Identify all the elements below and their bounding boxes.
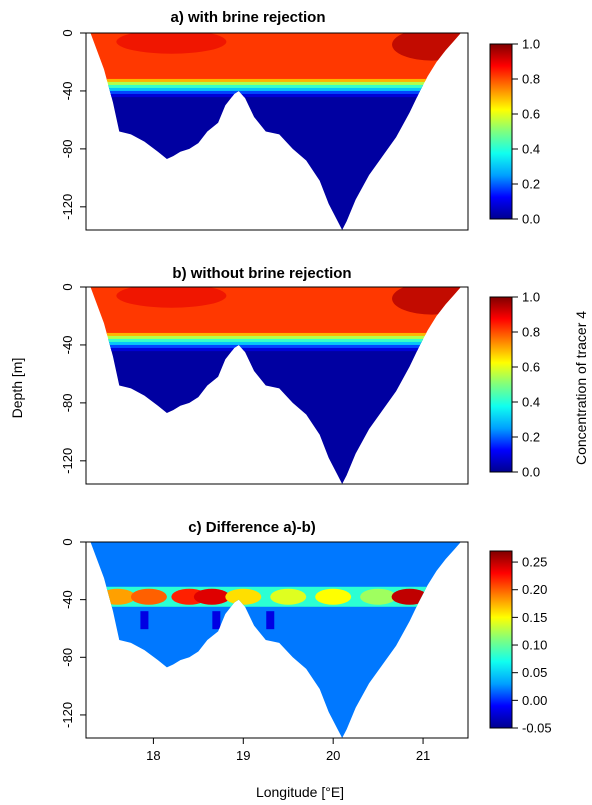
x-tick-label: 21 bbox=[416, 748, 430, 763]
panel-a: a) with brine rejection 0-40-80-120 0.00… bbox=[60, 9, 540, 231]
colorbar-tick-label: 0.4 bbox=[522, 142, 540, 157]
y-tick-label: -40 bbox=[60, 590, 75, 609]
transition-band bbox=[90, 81, 461, 86]
y-tick-label: -80 bbox=[60, 139, 75, 158]
negative-streak bbox=[212, 611, 221, 630]
transition-band bbox=[90, 78, 461, 83]
colorbar-tick-label: -0.05 bbox=[522, 721, 552, 736]
panel-b-y-axis: 0 -40 -80 -120 bbox=[60, 283, 86, 474]
y-tick-label: 0 bbox=[60, 538, 75, 545]
transition-band bbox=[90, 90, 461, 95]
y-tick-label: 0 bbox=[60, 283, 75, 290]
y-tick-label: -80 bbox=[60, 393, 75, 412]
colorbar-tick-label: 1.0 bbox=[522, 290, 540, 305]
transition-band bbox=[90, 87, 461, 92]
colorbar-tick-label: 0.6 bbox=[522, 360, 540, 375]
x-axis-label: Longitude [°E] bbox=[256, 784, 344, 800]
y-tick-label: -40 bbox=[60, 82, 75, 101]
deep-water-layer bbox=[90, 338, 461, 484]
colorbar-tick-label: 0.25 bbox=[522, 555, 547, 570]
colorbar-tick-label: 0.0 bbox=[522, 212, 540, 227]
y-tick-label: -80 bbox=[60, 648, 75, 667]
transition-band bbox=[90, 344, 461, 349]
difference-peak bbox=[130, 588, 167, 605]
shared-colorbar-label: Concentration of tracer 4 bbox=[573, 311, 589, 465]
panel-a-y-axis: 0 -40 -80 -120 bbox=[60, 29, 86, 220]
negative-streak bbox=[140, 611, 149, 630]
plot-frame bbox=[85, 541, 469, 739]
colorbar-tick-label: 0.05 bbox=[522, 665, 547, 680]
colorbar-tick-label: 0.4 bbox=[522, 395, 540, 410]
y-tick-label: -40 bbox=[60, 336, 75, 355]
y-tick-label: -120 bbox=[60, 194, 75, 220]
transition-band bbox=[90, 93, 461, 98]
panel-a-plot bbox=[85, 32, 469, 231]
x-tick-label: 20 bbox=[326, 748, 340, 763]
colorbar-tick-label: 0.20 bbox=[522, 582, 547, 597]
y-tick-label: 0 bbox=[60, 29, 75, 36]
plot-frame bbox=[85, 286, 469, 485]
colorbar-tick-label: 0.8 bbox=[522, 72, 540, 87]
panel-c-colorbar: -0.05 0.00 0.05 0.10 0.15 0.20 0.25 bbox=[489, 550, 552, 736]
panel-b-colorbar: 0.0 0.2 0.4 0.6 0.8 1.0 bbox=[489, 290, 540, 480]
difference-peak bbox=[270, 588, 307, 605]
panel-c-x-axis: 18 19 20 21 bbox=[146, 738, 430, 763]
colorbar-tick-label: 0.2 bbox=[522, 430, 540, 445]
difference-peak bbox=[360, 588, 397, 605]
colorbar-tick-label: 0.8 bbox=[522, 325, 540, 340]
colorbar-tick-label: 0.2 bbox=[522, 177, 540, 192]
difference-peak bbox=[193, 588, 230, 605]
panel-b-title: b) without brine rejection bbox=[172, 265, 351, 282]
colorbar-tick-label: 0.00 bbox=[522, 693, 547, 708]
transition-band bbox=[90, 341, 461, 346]
colorbar-tick-label: 0.15 bbox=[522, 610, 547, 625]
panel-a-title: a) with brine rejection bbox=[170, 9, 325, 26]
difference-peak bbox=[315, 588, 352, 605]
negative-streak bbox=[266, 611, 275, 630]
panel-c: c) Difference a)-b) 0 -40 -80 -120 18 19 20 21… bbox=[60, 519, 552, 763]
colorbar-tick-label: 0.0 bbox=[522, 465, 540, 480]
colorbar-tick-label: 0.6 bbox=[522, 107, 540, 122]
deep-water-layer bbox=[90, 84, 461, 230]
shared-y-axis-label: Depth [m] bbox=[9, 358, 25, 419]
difference-peak bbox=[391, 588, 428, 605]
panel-c-plot bbox=[85, 541, 469, 739]
x-tick-label: 18 bbox=[146, 748, 160, 763]
difference-background bbox=[90, 542, 461, 738]
colorbar-gradient bbox=[489, 296, 513, 473]
panel-b-plot bbox=[85, 286, 469, 485]
colorbar-gradient bbox=[489, 43, 513, 220]
plot-frame bbox=[85, 32, 469, 231]
colorbar-tick-label: 0.10 bbox=[522, 638, 547, 653]
difference-peak bbox=[225, 588, 262, 605]
x-tick-label: 19 bbox=[236, 748, 250, 763]
y-tick-label: -120 bbox=[60, 702, 75, 728]
y-tick-label: -120 bbox=[60, 448, 75, 474]
panel-c-title: c) Difference a)-b) bbox=[188, 519, 316, 536]
colorbar-tick-label: 1.0 bbox=[522, 37, 540, 52]
colorbar-gradient bbox=[489, 550, 513, 729]
panel-c-y-axis: 0 -40 -80 -120 bbox=[60, 538, 86, 728]
transition-band bbox=[90, 84, 461, 89]
high-concentration-patch bbox=[116, 33, 227, 54]
transition-band bbox=[90, 332, 461, 337]
transition-band bbox=[90, 347, 461, 352]
panel-a-colorbar: 0.0 0.2 0.4 0.6 0.8 1.0 bbox=[489, 37, 540, 227]
panel-b: b) without brine rejection 0 -40 -80 -120 0… bbox=[60, 265, 540, 485]
high-concentration-patch bbox=[116, 287, 227, 308]
transition-band bbox=[90, 335, 461, 340]
difference-peak bbox=[99, 588, 136, 605]
transition-band bbox=[90, 338, 461, 343]
